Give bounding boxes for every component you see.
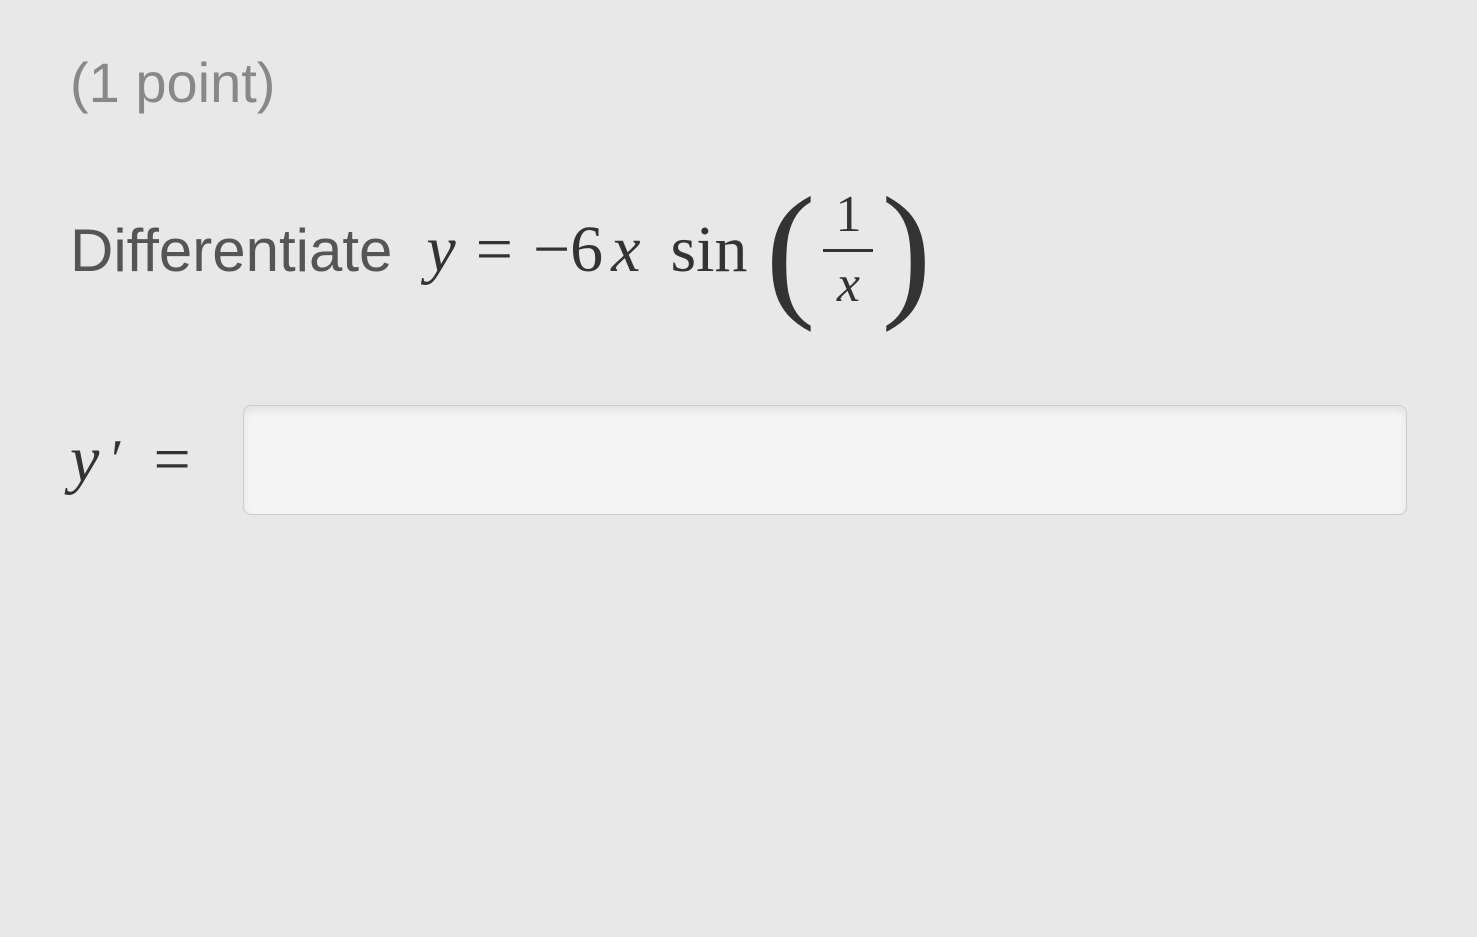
answer-equals: = — [142, 422, 203, 498]
open-paren: ( — [766, 175, 816, 325]
answer-row: y′ = — [70, 405, 1407, 515]
prime-symbol: ′ — [111, 428, 123, 492]
close-paren: ) — [881, 175, 931, 325]
fraction: 1 x — [823, 182, 873, 318]
question-container: (1 point) Differentiate y = −6 x sin ( 1… — [70, 50, 1407, 515]
fraction-numerator: 1 — [823, 182, 873, 248]
lhs-variable: y — [426, 212, 455, 288]
fraction-denominator: x — [825, 252, 872, 318]
answer-variable: y — [70, 422, 99, 498]
answer-input[interactable] — [243, 405, 1407, 515]
equals-sign: = — [464, 212, 525, 288]
instruction-text: Differentiate — [70, 216, 392, 285]
points-label: (1 point) — [70, 50, 1407, 115]
function-sin: sin — [670, 212, 747, 288]
problem-statement: Differentiate y = −6 x sin ( 1 x ) — [70, 175, 1407, 325]
fraction-argument: ( 1 x ) — [766, 175, 932, 325]
answer-label: y′ = — [70, 422, 203, 498]
coefficient: −6 — [533, 212, 603, 288]
variable-x: x — [611, 212, 640, 288]
